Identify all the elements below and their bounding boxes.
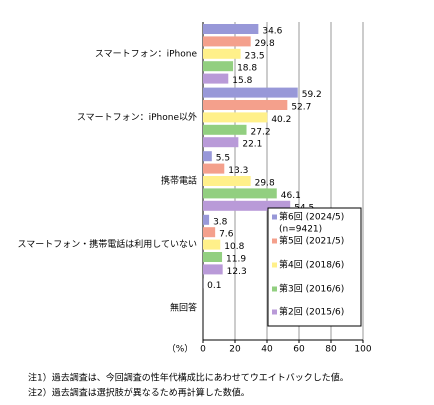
- value-label: 3.8: [213, 217, 228, 227]
- x-axis-label: （%）: [167, 344, 194, 355]
- value-label: 52.7: [291, 103, 311, 113]
- category-label: 携帯電話: [161, 175, 197, 187]
- bar: [203, 188, 277, 199]
- footnote: 注1）過去調査は、今回調査の性年代構成比にあわせてウエイトバックした値。: [28, 372, 349, 384]
- bar: [203, 264, 223, 275]
- category-label: スマートフォン・携帯電話は利用していない: [18, 238, 197, 250]
- legend-swatch: [272, 286, 277, 292]
- bar: [203, 87, 298, 98]
- bar: [203, 61, 234, 72]
- value-label: 0.1: [207, 281, 221, 291]
- x-tick-label: 0: [200, 345, 206, 355]
- value-label: 15.8: [232, 76, 252, 86]
- legend-swatch: [272, 214, 277, 220]
- value-label: 5.5: [216, 154, 230, 164]
- bar: [203, 48, 241, 59]
- category-label: スマートフォン：iPhone以外: [77, 111, 197, 123]
- legend-box: [267, 207, 362, 327]
- legend-swatch: [272, 262, 277, 268]
- bar: [203, 214, 210, 225]
- legend-swatch: [272, 309, 277, 315]
- x-tick-label: 20: [229, 345, 241, 355]
- bar: [203, 163, 225, 174]
- bar: [203, 239, 221, 250]
- legend-label: 第4回 (2018/6): [279, 259, 344, 271]
- bar: [203, 137, 239, 148]
- value-label: 11.9: [226, 255, 246, 265]
- legend-note: (n=9421): [279, 225, 322, 235]
- value-label: 46.1: [281, 191, 301, 201]
- value-label: 40.2: [271, 115, 291, 125]
- legend-label: 第5回 (2021/5): [279, 235, 344, 247]
- x-tick-label: 100: [354, 345, 371, 355]
- x-tick-label: 60: [293, 345, 305, 355]
- bar: [203, 36, 251, 47]
- bar: [203, 227, 216, 238]
- value-label: 59.2: [302, 90, 322, 100]
- category-label: スマートフォン：iPhone: [95, 49, 198, 59]
- bar: [203, 200, 291, 211]
- bar: [203, 176, 251, 186]
- bar: [203, 124, 247, 135]
- x-tick-label: 40: [261, 345, 273, 355]
- bar: [203, 100, 288, 110]
- bar: [203, 73, 229, 84]
- value-label: 29.8: [255, 179, 275, 189]
- bar: [203, 252, 223, 262]
- value-label: 7.6: [219, 230, 234, 240]
- category-label: 無回答: [170, 302, 197, 314]
- value-label: 18.8: [237, 64, 257, 74]
- value-label: 23.5: [245, 51, 265, 61]
- bar: [203, 112, 268, 123]
- legend-swatch: [272, 238, 277, 244]
- value-label: 29.8: [255, 39, 275, 49]
- value-label: 27.2: [251, 127, 271, 137]
- bar: [203, 151, 212, 162]
- legend-label: 第2回 (2015/6): [279, 306, 344, 318]
- x-tick-label: 80: [325, 345, 337, 355]
- value-label: 10.8: [224, 242, 244, 252]
- bar: [203, 24, 259, 34]
- value-label: 22.1: [242, 140, 262, 150]
- value-label: 34.6: [262, 27, 282, 37]
- value-label: 12.3: [227, 267, 247, 277]
- legend-label: 第3回 (2016/6): [279, 283, 344, 295]
- footnote: 注2）過去調査は選択肢が異なるため再計算した数値。: [28, 387, 250, 399]
- value-label: 13.3: [228, 166, 248, 176]
- legend-label: 第6回 (2024/5): [279, 211, 344, 223]
